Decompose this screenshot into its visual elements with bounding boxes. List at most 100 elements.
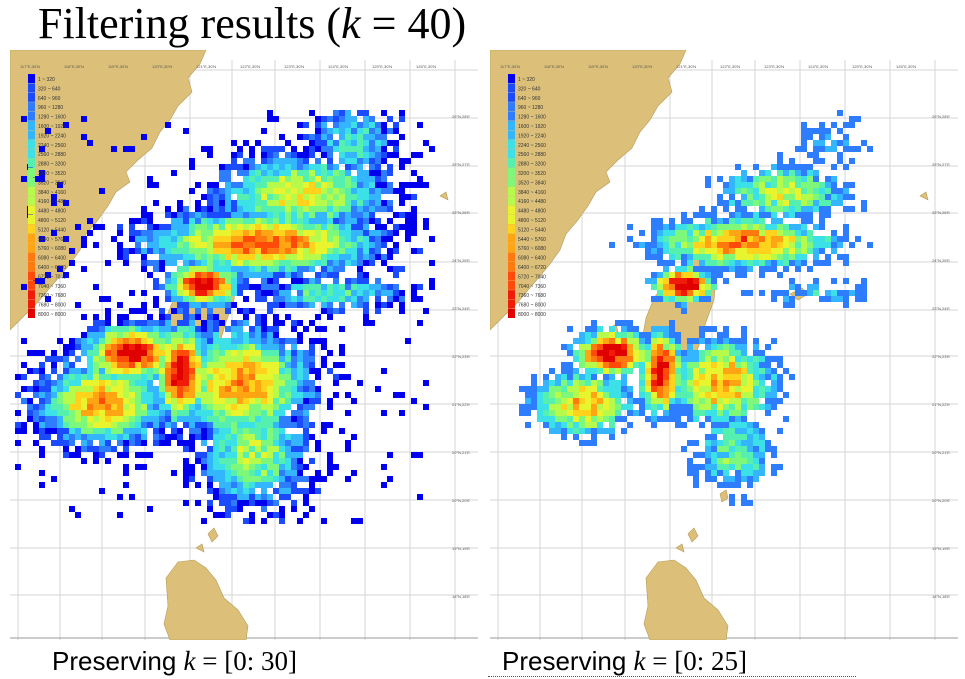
heat-cell [591, 392, 597, 398]
heat-cell [657, 374, 663, 380]
heat-cell [753, 476, 759, 482]
heat-cell [231, 362, 237, 368]
heat-cell [207, 482, 213, 488]
heat-cell [321, 356, 327, 362]
heat-cell [339, 116, 345, 122]
heat-cell [843, 134, 849, 140]
heat-cell [813, 278, 819, 284]
heat-cell [141, 356, 147, 362]
heat-cell [117, 512, 123, 518]
heat-cell [213, 248, 219, 254]
heat-cell [231, 404, 237, 410]
heat-cell [801, 170, 807, 176]
heat-cell [843, 224, 849, 230]
heat-cell [99, 488, 105, 494]
heat-cell [213, 374, 219, 380]
heat-cell [87, 380, 93, 386]
heat-cell [171, 386, 177, 392]
heat-cell [345, 248, 351, 254]
heat-cell [327, 368, 333, 374]
heat-cell [225, 392, 231, 398]
heat-cell [255, 380, 261, 386]
latitude-label: 23°N,24'E [452, 306, 470, 311]
legend-label: 640 ~ 960 [518, 96, 541, 102]
heat-cell [717, 392, 723, 398]
heat-cell [297, 518, 303, 524]
heat-cell [813, 146, 819, 152]
heat-cell [639, 332, 645, 338]
heat-cell [681, 404, 687, 410]
heat-cell [135, 374, 141, 380]
heat-cell [267, 254, 273, 260]
heat-cell [63, 422, 69, 428]
heat-cell [393, 212, 399, 218]
legend-swatch [28, 158, 35, 168]
heat-cell [357, 194, 363, 200]
heat-cell [717, 176, 723, 182]
heat-cell [711, 242, 717, 248]
heat-cell [255, 224, 261, 230]
heat-cell [369, 200, 375, 206]
heat-cell [303, 224, 309, 230]
heat-cell [201, 146, 207, 152]
heat-cell [789, 164, 795, 170]
heat-cell [261, 248, 267, 254]
heat-cell [303, 230, 309, 236]
heat-cell [705, 338, 711, 344]
heat-cell [657, 230, 663, 236]
heat-cell [255, 476, 261, 482]
heat-cell [291, 386, 297, 392]
heat-cell [813, 290, 819, 296]
heat-cell [177, 344, 183, 350]
heat-cell [705, 380, 711, 386]
heat-cell [69, 422, 75, 428]
heat-cell [213, 386, 219, 392]
heat-cell [201, 338, 207, 344]
heat-cell [213, 278, 219, 284]
heat-cell [639, 230, 645, 236]
heat-cell [285, 494, 291, 500]
heat-cell [225, 428, 231, 434]
heat-cell [735, 182, 741, 188]
heat-cell [273, 152, 279, 158]
heat-cell [747, 356, 753, 362]
heat-cell [813, 284, 819, 290]
heat-cell [777, 290, 783, 296]
heat-cell [573, 368, 579, 374]
heat-cell [297, 212, 303, 218]
heat-cell [705, 260, 711, 266]
heat-cell [213, 488, 219, 494]
heat-cell [159, 242, 165, 248]
heat-cell [285, 356, 291, 362]
heat-cell [327, 206, 333, 212]
heat-cell [135, 356, 141, 362]
heat-cell [375, 140, 381, 146]
heat-cell [777, 194, 783, 200]
heat-cell [639, 362, 645, 368]
heat-cell [771, 218, 777, 224]
heat-cell [657, 332, 663, 338]
heat-cell [675, 356, 681, 362]
heat-cell [213, 272, 219, 278]
heat-cell [777, 176, 783, 182]
heat-cell [711, 278, 717, 284]
heat-cell [111, 380, 117, 386]
heat-cell [675, 236, 681, 242]
heat-cell [711, 218, 717, 224]
heat-cell [699, 452, 705, 458]
heat-cell [357, 248, 363, 254]
heat-cell [57, 386, 63, 392]
heat-cell [339, 302, 345, 308]
heat-cell [183, 218, 189, 224]
heat-cell [561, 428, 567, 434]
heat-cell [165, 386, 171, 392]
heat-cell [729, 422, 735, 428]
heat-cell [237, 392, 243, 398]
heat-cell [231, 254, 237, 260]
heat-cell [201, 470, 207, 476]
legend-label: 8000 ~ 8000 [518, 312, 546, 318]
heat-cell [411, 170, 417, 176]
heat-cell [753, 380, 759, 386]
heat-cell [267, 476, 273, 482]
heat-cell [195, 230, 201, 236]
